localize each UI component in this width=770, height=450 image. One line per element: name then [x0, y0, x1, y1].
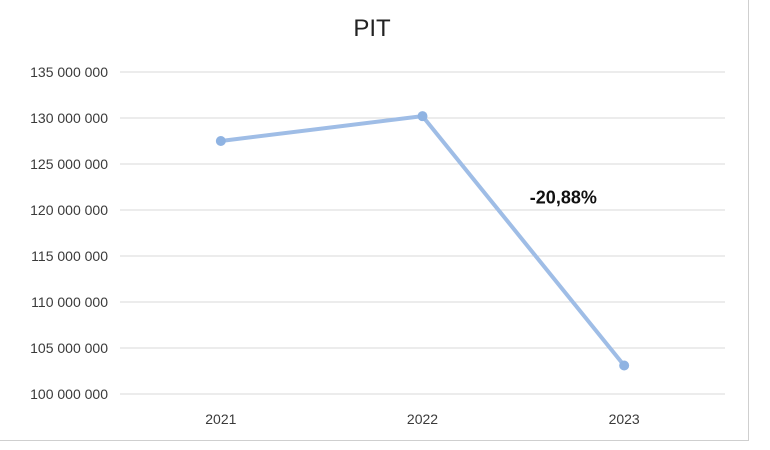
data-point	[215, 136, 226, 146]
x-tick-label: 2021	[205, 411, 236, 427]
y-axis-tick-labels: 100 000 000 105 000 000 110 000 000 115 000…	[30, 64, 108, 402]
x-axis-tick-labels: 2021 2022 2023	[205, 411, 640, 427]
y-tick-label: 115 000 000	[31, 248, 108, 264]
y-tick-label: 135 000 000	[30, 64, 108, 80]
x-tick-label: 2023	[609, 411, 640, 427]
data-point	[417, 111, 428, 122]
y-tick-label: 105 000 000	[30, 340, 108, 356]
y-tick-label: 130 000 000	[30, 110, 108, 126]
chart-border-right	[748, 0, 749, 440]
series-line	[218, 114, 627, 368]
change-annotation: -20,88%	[530, 187, 597, 207]
chart-title: PIT	[353, 15, 391, 42]
y-tick-label: 120 000 000	[30, 202, 108, 218]
y-tick-label: 100 000 000	[30, 386, 108, 402]
x-tick-label: 2022	[407, 411, 438, 427]
data-points	[215, 111, 630, 371]
y-tick-label: 125 000 000	[30, 156, 108, 172]
annotations: -20,88%	[530, 187, 597, 207]
y-tick-label: 110 000 000	[31, 294, 108, 310]
data-point	[619, 360, 630, 371]
chart-border-bottom	[0, 440, 749, 441]
series-line-group	[218, 114, 627, 368]
